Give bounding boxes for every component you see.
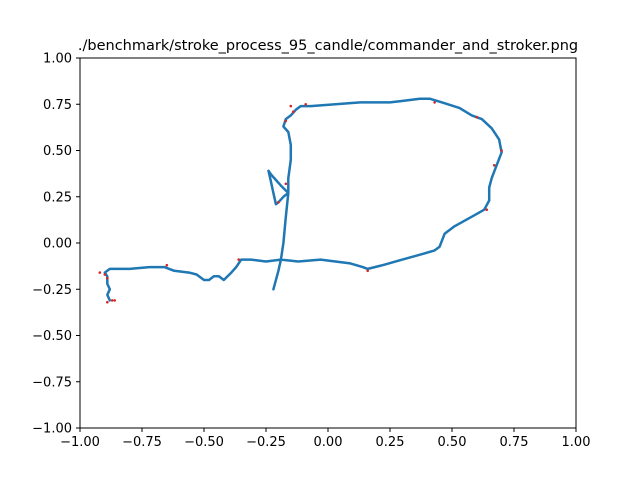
y-tick-label: 0.00	[43, 237, 72, 252]
sample-point	[284, 182, 288, 186]
sample-point	[103, 273, 107, 276]
sample-point	[304, 103, 308, 106]
sample-point	[106, 276, 109, 280]
y-tick-label: −0.75	[32, 375, 72, 390]
y-tick-label: 0.75	[43, 98, 72, 113]
sample-point	[492, 164, 496, 167]
sample-point	[366, 269, 370, 273]
sample-point	[292, 110, 295, 113]
sample-point	[289, 104, 293, 108]
x-tick-label: 0.50	[438, 435, 467, 450]
plot-area	[98, 97, 503, 304]
x-tick-label: −0.75	[122, 435, 162, 450]
x-tick-label: −1.00	[60, 435, 100, 450]
y-tick-label: 0.50	[43, 144, 72, 159]
chart-title: ./benchmark/stroke_process_95_candle/com…	[78, 38, 578, 54]
y-tick-label: −0.50	[32, 329, 72, 344]
sample-point	[485, 208, 489, 211]
axes-frame	[79, 57, 577, 429]
sample-point	[277, 201, 280, 204]
y-tick-label: −1.00	[32, 422, 72, 437]
x-tick-label: 0.25	[376, 435, 405, 450]
y-tick-label: 1.00	[43, 52, 72, 67]
y-tick-label: −0.25	[32, 283, 72, 298]
x-tick-label: 1.00	[562, 435, 591, 450]
sample-point	[433, 101, 436, 104]
y-tick-label: 0.25	[43, 190, 72, 205]
sample-point	[500, 149, 503, 152]
x-axis: −1.00 −0.75 −0.50 −0.25 0.00 0.25 0.50 0.75 1.00	[60, 428, 590, 450]
sample-point	[165, 263, 169, 267]
stroke-line-1	[103, 97, 503, 302]
x-tick-label: −0.50	[184, 435, 224, 450]
x-tick-label: −0.25	[246, 435, 286, 450]
sample-point	[106, 300, 109, 304]
sample-point	[113, 299, 116, 302]
sample-point	[110, 299, 114, 302]
x-tick-label: 0.00	[314, 435, 343, 450]
x-tick-label: 0.75	[500, 435, 529, 450]
y-axis: −1.00 −0.75 −0.50 −0.25 0.00 0.25 0.50 0.75 1.00	[32, 52, 80, 437]
sample-point	[237, 258, 240, 261]
sample-point	[284, 119, 288, 123]
stroke-line-2	[267, 169, 290, 206]
sample-point	[475, 115, 479, 119]
sample-point	[98, 271, 102, 274]
